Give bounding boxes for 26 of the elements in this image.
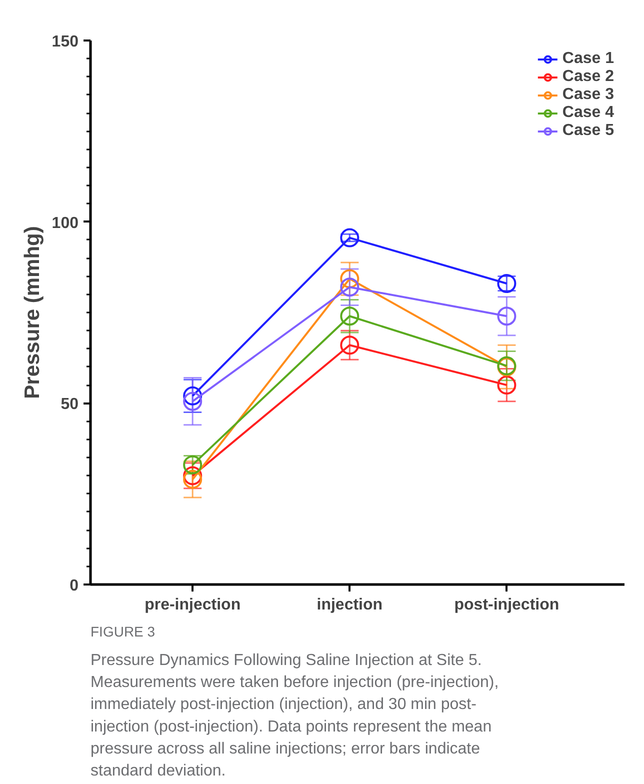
x-tick-label: post-injection [454, 596, 560, 614]
x-tick-label: pre-injection [144, 596, 241, 614]
legend-label: Case 4 [562, 104, 614, 122]
point [340, 306, 360, 326]
caption: FIGURE 3 [90, 624, 156, 640]
point [183, 386, 202, 406]
point [183, 466, 202, 486]
x-tick-label: injection [316, 596, 383, 614]
legend-label: Case 3 [562, 86, 614, 104]
legend-label: Case 1 [562, 50, 614, 68]
y-tick-label: 50 [60, 396, 79, 414]
point [183, 392, 202, 411]
point [340, 336, 360, 355]
point [183, 470, 202, 489]
y-tick-label: 150 [52, 34, 79, 50]
text: Pressure Dynamics Following Saline Injection at Site 5. Measurements were taken before injection (pre-injection), immediately post-injection (injection), and 30 min post-injection (post-injection). Data points represent the mean pressure across all saline injections; error bars indicate standard deviation. [90, 652, 499, 780]
legend-label: Case 5 [562, 122, 614, 140]
y-axis-title: Pressure (mmhg) [20, 226, 44, 399]
point [340, 278, 360, 297]
legend-label: Case 2 [562, 68, 614, 86]
point [340, 269, 360, 288]
y-tick-label: 100 [52, 214, 79, 232]
point [497, 306, 516, 326]
y-tick-label: 0 [70, 578, 79, 594]
point [497, 376, 516, 395]
point [340, 228, 360, 248]
